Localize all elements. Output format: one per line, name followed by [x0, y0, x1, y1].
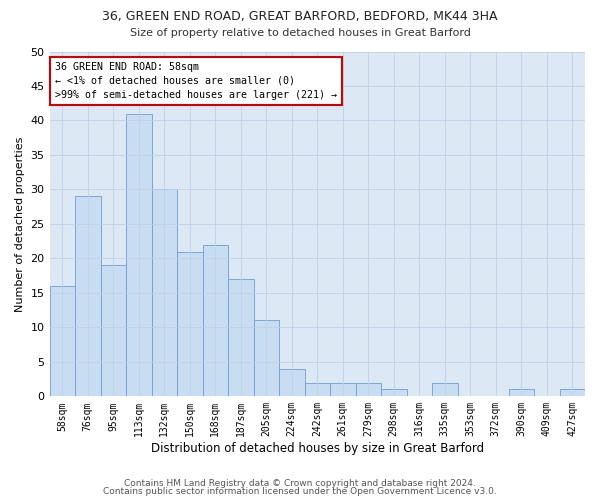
Bar	[75, 196, 101, 396]
Text: 36, GREEN END ROAD, GREAT BARFORD, BEDFORD, MK44 3HA: 36, GREEN END ROAD, GREAT BARFORD, BEDFO…	[102, 10, 498, 23]
Text: Contains HM Land Registry data © Crown copyright and database right 2024.: Contains HM Land Registry data © Crown c…	[124, 478, 476, 488]
Bar	[228, 279, 254, 396]
Bar	[50, 286, 75, 397]
Bar	[432, 382, 458, 396]
Bar	[509, 390, 534, 396]
Text: 36 GREEN END ROAD: 58sqm
← <1% of detached houses are smaller (0)
>99% of semi-d: 36 GREEN END ROAD: 58sqm ← <1% of detach…	[55, 62, 337, 100]
Bar	[126, 114, 152, 397]
X-axis label: Distribution of detached houses by size in Great Barford: Distribution of detached houses by size …	[151, 442, 484, 455]
Bar	[203, 244, 228, 396]
Bar	[177, 252, 203, 396]
Y-axis label: Number of detached properties: Number of detached properties	[15, 136, 25, 312]
Bar	[152, 190, 177, 396]
Bar	[381, 390, 407, 396]
Bar	[330, 382, 356, 396]
Bar	[305, 382, 330, 396]
Text: Size of property relative to detached houses in Great Barford: Size of property relative to detached ho…	[130, 28, 470, 38]
Bar	[254, 320, 279, 396]
Text: Contains public sector information licensed under the Open Government Licence v3: Contains public sector information licen…	[103, 487, 497, 496]
Bar	[279, 368, 305, 396]
Bar	[560, 390, 585, 396]
Bar	[356, 382, 381, 396]
Bar	[101, 266, 126, 396]
